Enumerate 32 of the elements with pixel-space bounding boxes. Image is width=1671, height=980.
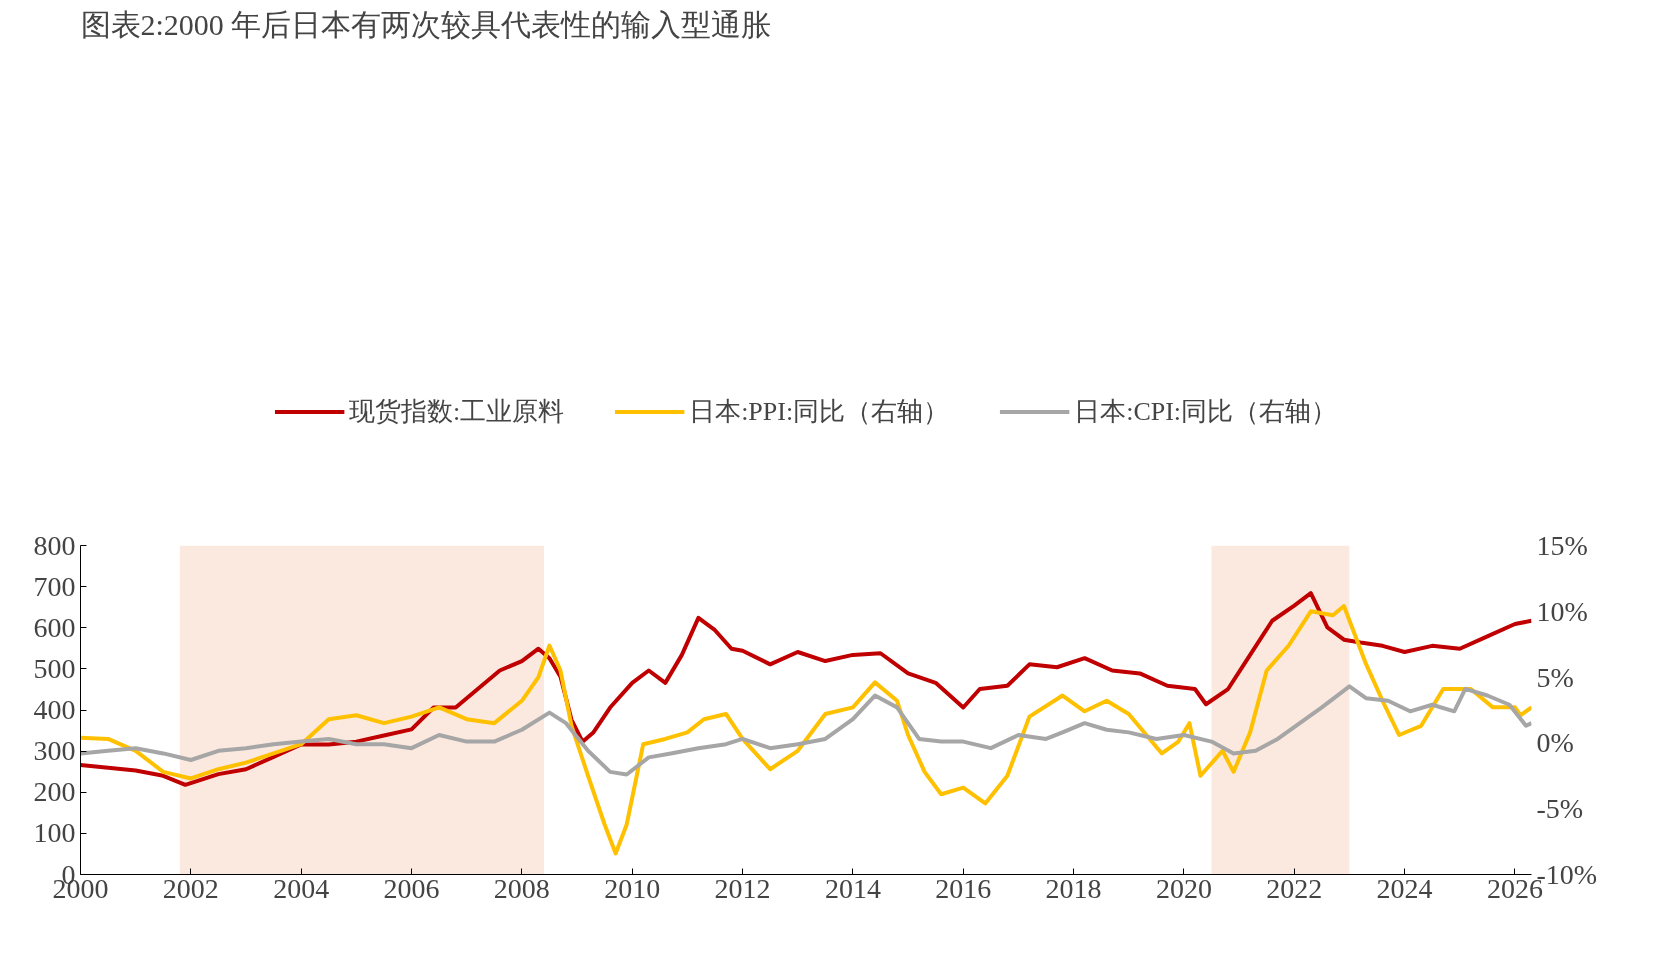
y-tick-label: 400 [33, 694, 76, 725]
y-tick-label: 500 [33, 652, 76, 684]
y2-tick-label: 0% [1536, 727, 1574, 759]
x-tick-label: 2016 [935, 872, 992, 904]
legend-label: 日本:PPI:同比（右轴） [689, 395, 950, 428]
line-series [80, 591, 1532, 787]
legend-label: 日本:CPI:同比（右轴） [1074, 395, 1338, 428]
x-tick-label: 2006 [383, 872, 440, 904]
y2-tick-label: -5% [1536, 793, 1584, 825]
x-tick-label: 2004 [273, 872, 330, 904]
y-tick-label: 600 [33, 611, 76, 643]
y2-tick-label: 10% [1536, 595, 1588, 627]
y-tick-label: 200 [33, 776, 76, 808]
x-tick-label: 2010 [604, 872, 661, 904]
x-tick-label: 2024 [1376, 872, 1433, 904]
y-tick-label: 100 [33, 817, 76, 849]
legend-label: 现货指数:工业原料 [348, 395, 565, 428]
y-tick-label: 700 [33, 570, 76, 602]
x-tick-label: 2022 [1266, 872, 1323, 904]
x-tick-label: 2018 [1045, 872, 1102, 904]
y2-tick-label: 15% [1536, 530, 1588, 561]
x-tick-label: 2014 [824, 872, 881, 904]
x-tick-label: 2012 [714, 872, 771, 904]
y-tick-label: 300 [33, 735, 76, 767]
chart-title: 图表2:2000 年后日本有两次较具代表性的输入型通胀 [80, 7, 772, 41]
x-tick-label: 2002 [162, 872, 219, 904]
line-series [80, 604, 1532, 856]
y-tick-label: 800 [33, 529, 76, 561]
line-series [80, 684, 1532, 777]
x-tick-label: 2008 [493, 872, 550, 904]
y2-tick-label: 5% [1536, 661, 1574, 693]
x-tick-label: 2020 [1155, 872, 1212, 904]
